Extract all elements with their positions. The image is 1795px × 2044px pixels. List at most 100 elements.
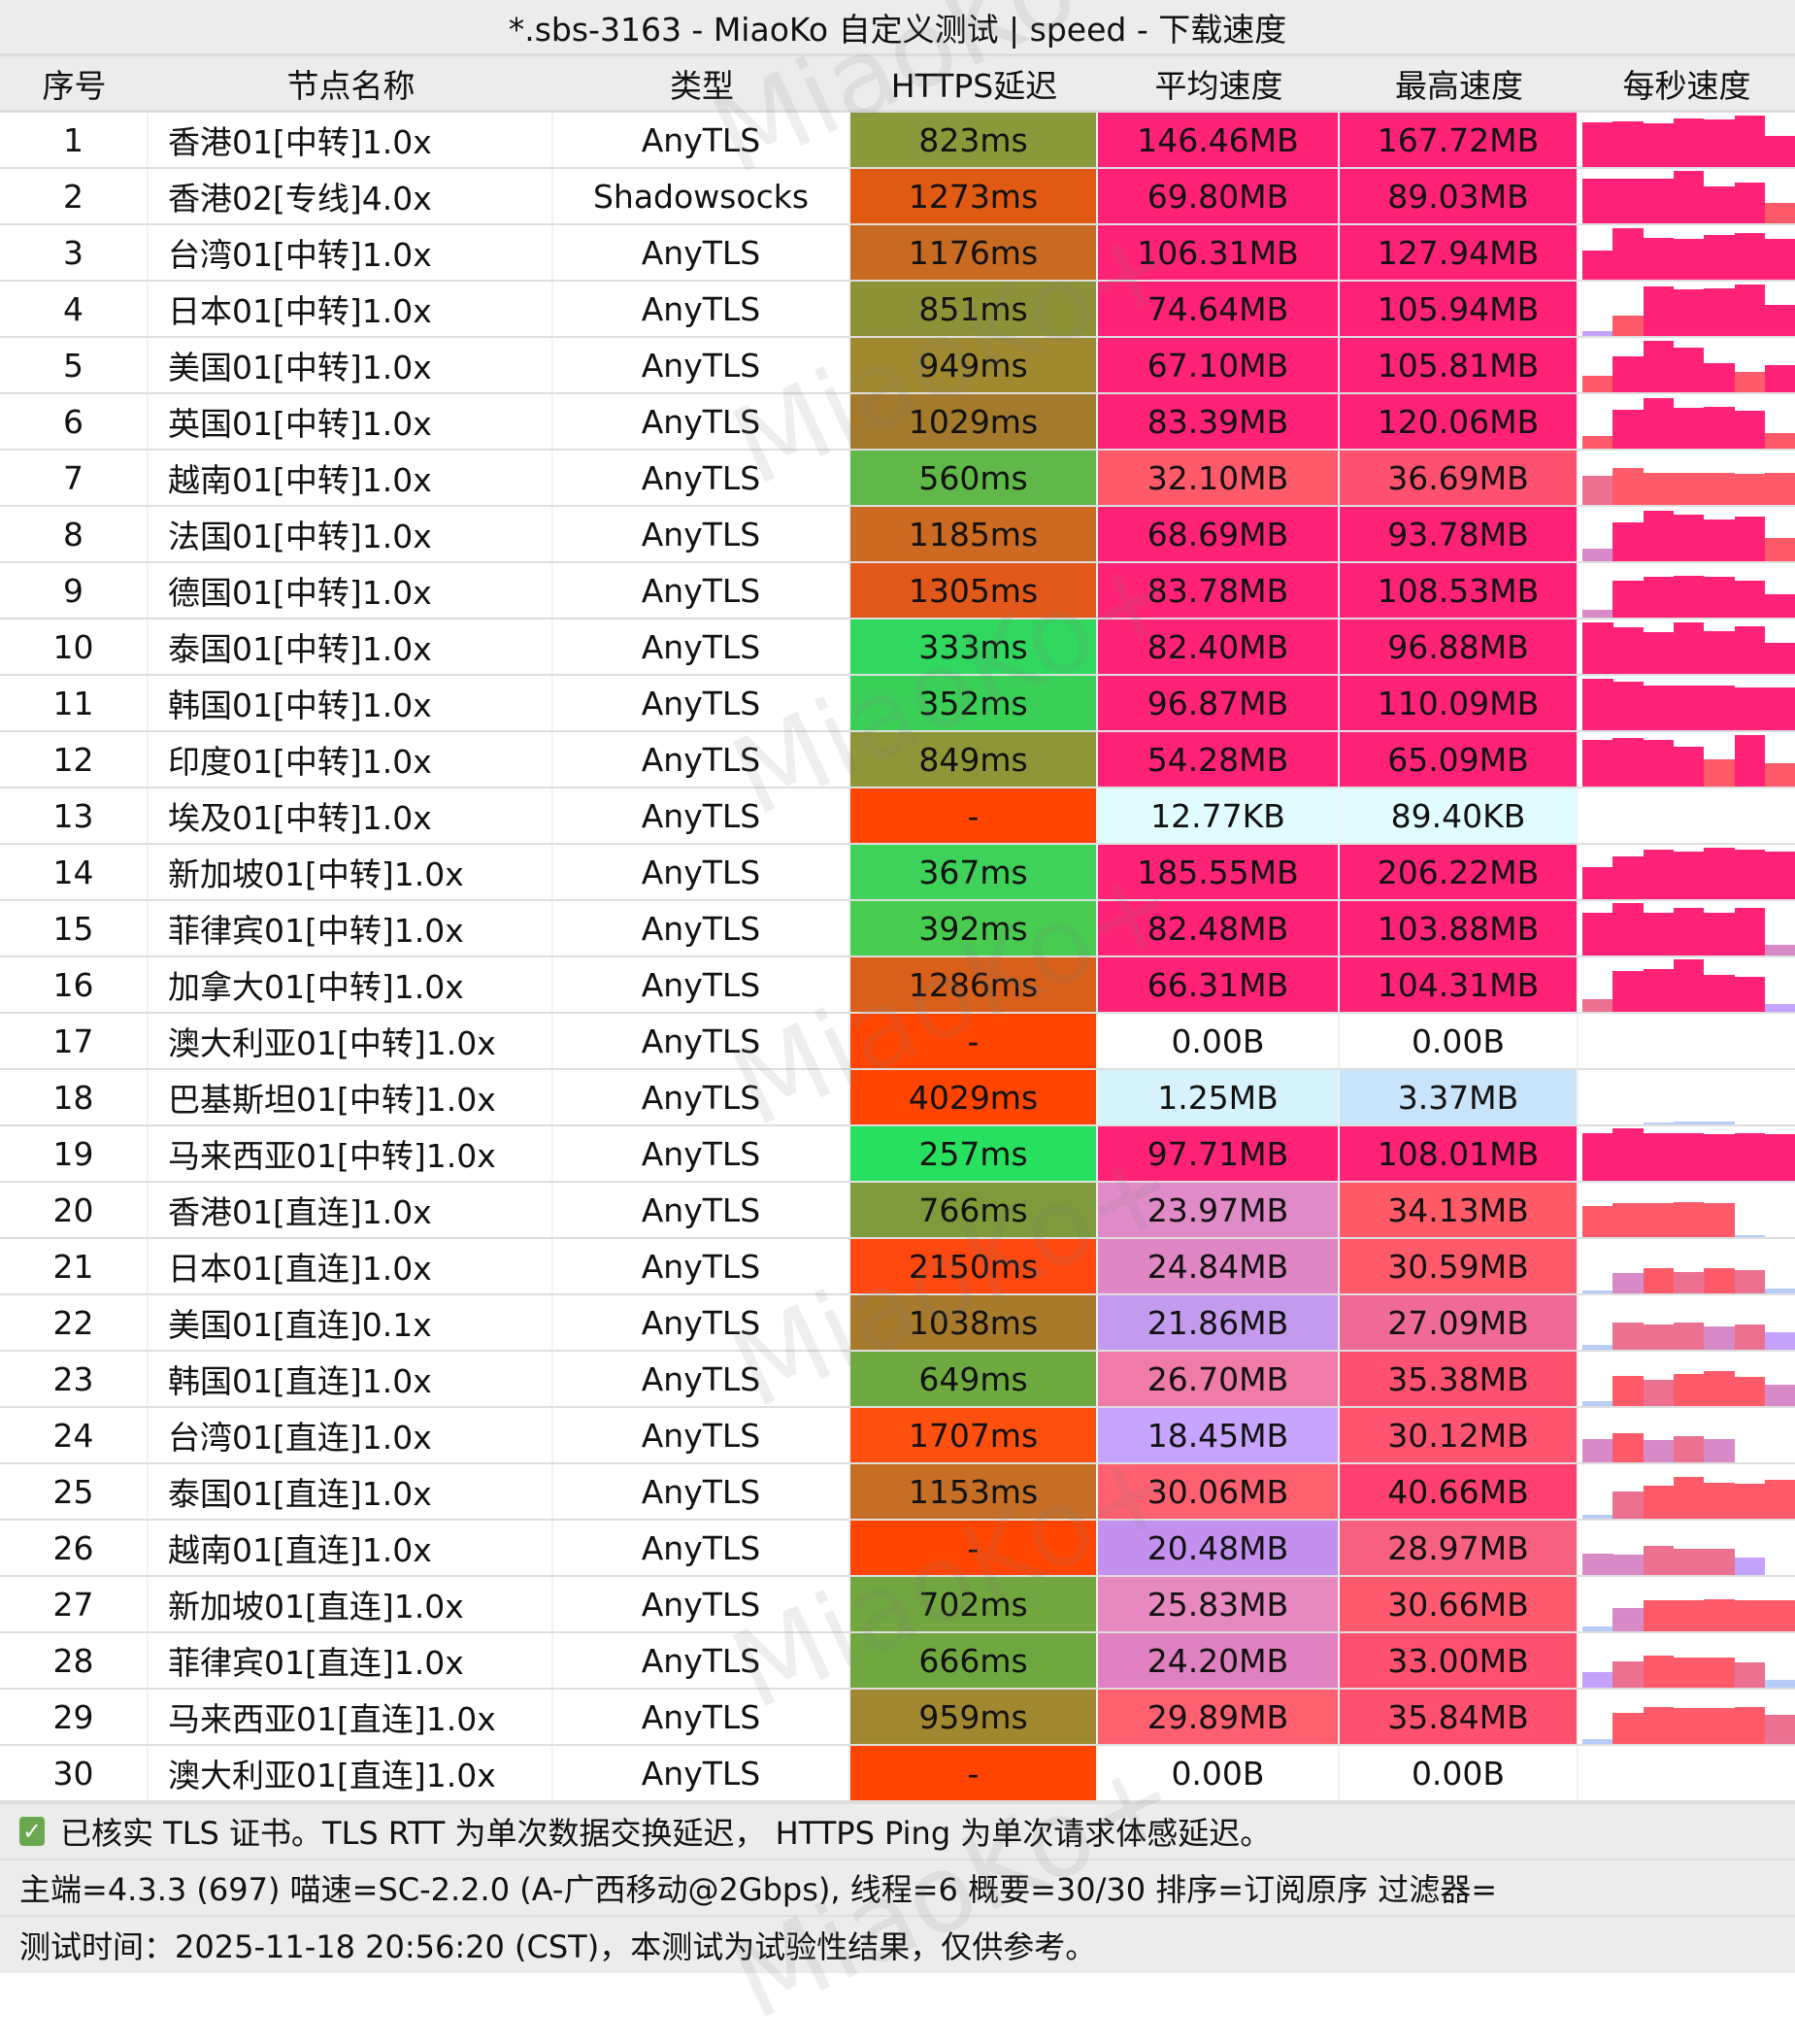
max-speed-cell: 89.03MB xyxy=(1340,169,1579,223)
sparkline-bar xyxy=(1612,468,1644,505)
avg-speed-cell: 68.69MB xyxy=(1098,507,1340,561)
node-name: 美国01[直连]0.1x xyxy=(149,1295,553,1350)
sparkline-bar xyxy=(1582,740,1613,787)
avg-speed-cell: 54.28MB xyxy=(1098,732,1340,787)
https-latency-cell: 1176ms xyxy=(850,225,1098,280)
node-name: 埃及01[中转]1.0x xyxy=(149,788,553,843)
max-speed-cell: 104.31MB xyxy=(1340,957,1579,1012)
table-row: 9 德国01[中转]1.0x AnyTLS 1305ms 83.78MB 108.53MB xyxy=(0,563,1795,620)
sparkline-bar xyxy=(1704,1438,1735,1462)
table-row: 19 马来西亚01[中转]1.0x AnyTLS 257ms 97.71MB 108.01… xyxy=(0,1126,1795,1183)
sparkline-bar xyxy=(1704,119,1735,167)
sparkline-bar xyxy=(1704,1325,1735,1350)
column-header-avg-speed: 平均速度 xyxy=(1154,66,1283,105)
node-name: 法国01[中转]1.0x xyxy=(149,507,553,561)
avg-speed-cell: 32.10MB xyxy=(1098,451,1340,505)
column-header-per-second-speed: 每秒速度 xyxy=(1622,66,1751,105)
max-speed-cell: 167.72MB xyxy=(1340,113,1579,167)
https-latency-cell: 1286ms xyxy=(850,957,1098,1012)
table-row: 6 英国01[中转]1.0x AnyTLS 1029ms 83.39MB 120.06MB xyxy=(0,394,1795,451)
node-type: AnyTLS xyxy=(553,451,850,505)
sparkline-bar xyxy=(1673,1322,1705,1350)
sparkline-bar xyxy=(1643,511,1675,561)
sparkline-bar xyxy=(1582,912,1613,955)
sparkline-bar xyxy=(1582,330,1613,336)
per-second-speed-sparkline xyxy=(1579,1577,1795,1631)
sparkline-bar xyxy=(1764,1599,1795,1631)
row-index: 25 xyxy=(0,1464,149,1519)
sparkline-bar xyxy=(1764,687,1795,730)
sparkline-bar xyxy=(1643,1546,1675,1575)
node-name: 新加坡01[中转]1.0x xyxy=(149,845,553,899)
per-second-speed-sparkline xyxy=(1579,901,1795,955)
avg-speed-cell: 74.64MB xyxy=(1098,282,1340,336)
sparkline-bar xyxy=(1582,1671,1613,1688)
per-second-speed-sparkline xyxy=(1579,620,1795,674)
https-latency-cell: - xyxy=(850,788,1098,843)
table-row: 21 日本01[直连]1.0x AnyTLS 2150ms 24.84MB 30.59MB xyxy=(0,1239,1795,1295)
sparkline-bar xyxy=(1764,1288,1795,1293)
node-type: AnyTLS xyxy=(553,788,850,843)
https-latency-cell: 1707ms xyxy=(850,1408,1098,1462)
table-row: 17 澳大利亚01[中转]1.0x AnyTLS -0.00B 0.00B xyxy=(0,1014,1795,1070)
sparkline-bar xyxy=(1734,1484,1765,1519)
sparkline-bar xyxy=(1612,121,1644,167)
sparkline-bar xyxy=(1734,182,1765,223)
row-index: 3 xyxy=(0,225,149,280)
row-index: 8 xyxy=(0,507,149,561)
sparkline-bar xyxy=(1643,1202,1675,1237)
column-header-max-speed: 最高速度 xyxy=(1395,66,1523,105)
node-type: AnyTLS xyxy=(553,1352,850,1406)
sparkline-bar xyxy=(1643,849,1675,899)
sparkline-bar xyxy=(1643,576,1675,618)
node-name: 澳大利亚01[直连]1.0x xyxy=(149,1746,553,1800)
sparkline-bar xyxy=(1582,1205,1613,1237)
sparkline-bar xyxy=(1612,356,1644,392)
max-speed-cell: 110.09MB xyxy=(1340,676,1579,730)
sparkline-bar xyxy=(1764,945,1795,955)
avg-speed-cell: 26.70MB xyxy=(1098,1352,1340,1406)
per-second-speed-sparkline xyxy=(1579,169,1795,223)
node-name: 美国01[中转]1.0x xyxy=(149,338,553,392)
sparkline-bar xyxy=(1673,472,1705,505)
row-index: 23 xyxy=(0,1352,149,1406)
sparkline-bar xyxy=(1582,1438,1613,1462)
per-second-speed-sparkline xyxy=(1579,113,1795,167)
node-name: 马来西亚01[中转]1.0x xyxy=(149,1126,553,1181)
sparkline-bar xyxy=(1704,472,1735,505)
max-speed-cell: 34.13MB xyxy=(1340,1183,1579,1237)
node-type: AnyTLS xyxy=(553,1746,850,1800)
sparkline-bar xyxy=(1704,1202,1735,1237)
sparkline-bar xyxy=(1734,372,1765,392)
avg-speed-cell: 24.20MB xyxy=(1098,1633,1340,1688)
avg-speed-cell: 25.83MB xyxy=(1098,1577,1340,1631)
node-type: Shadowsocks xyxy=(553,169,850,223)
sparkline-bar xyxy=(1673,1133,1705,1181)
sparkline-bar xyxy=(1612,1555,1644,1575)
max-speed-cell: 35.84MB xyxy=(1340,1690,1579,1744)
node-name: 台湾01[中转]1.0x xyxy=(149,225,553,280)
sparkline-bar xyxy=(1582,679,1613,730)
row-index: 29 xyxy=(0,1690,149,1744)
node-name: 澳大利亚01[中转]1.0x xyxy=(149,1014,553,1068)
node-name: 菲律宾01[中转]1.0x xyxy=(149,901,553,955)
https-latency-cell: 333ms xyxy=(850,620,1098,674)
sparkline-bar xyxy=(1643,1123,1675,1124)
max-speed-cell: 30.59MB xyxy=(1340,1239,1579,1293)
node-type: AnyTLS xyxy=(553,507,850,561)
sparkline-bar xyxy=(1704,1708,1735,1744)
per-second-speed-sparkline xyxy=(1579,1408,1795,1462)
per-second-speed-sparkline xyxy=(1579,563,1795,618)
avg-speed-cell: 0.00B xyxy=(1098,1014,1340,1068)
per-second-speed-sparkline xyxy=(1579,1070,1795,1124)
sparkline-bar xyxy=(1764,432,1795,449)
sparkline-bar xyxy=(1643,341,1675,392)
per-second-speed-sparkline xyxy=(1579,394,1795,449)
sparkline-bar xyxy=(1734,687,1765,730)
row-index: 26 xyxy=(0,1521,149,1575)
node-name: 日本01[直连]1.0x xyxy=(149,1239,553,1293)
sparkline-bar xyxy=(1612,316,1644,336)
https-latency-cell: 702ms xyxy=(850,1577,1098,1631)
per-second-speed-sparkline xyxy=(1579,1239,1795,1293)
node-type: AnyTLS xyxy=(553,676,850,730)
